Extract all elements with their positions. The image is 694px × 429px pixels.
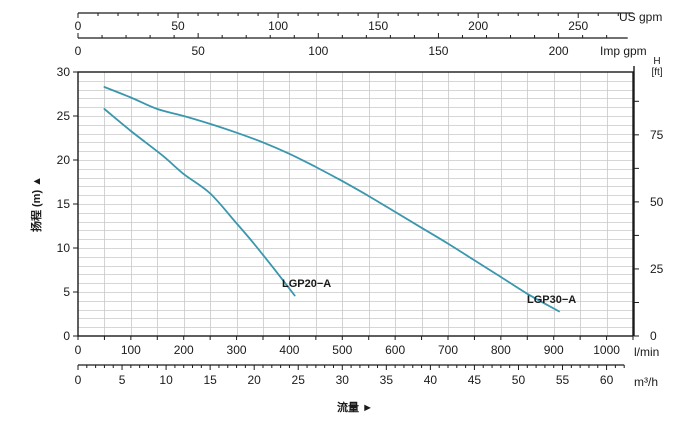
left-axis-tick-label: 15 xyxy=(57,197,71,211)
right-axis-unit-h: H xyxy=(653,56,660,67)
us-gpm-axis-unit: US gpm xyxy=(619,10,662,24)
grid xyxy=(78,72,633,336)
m3h-axis-tick-label: 25 xyxy=(292,373,306,387)
curve-lgp20-a xyxy=(103,108,296,297)
us-gpm-axis-tick-label: 250 xyxy=(568,19,588,33)
lmin-axis-tick-label: 200 xyxy=(174,343,194,357)
lmin-axis-tick-label: 300 xyxy=(227,343,247,357)
left-axis-tick-label: 10 xyxy=(57,241,71,255)
m3h-axis-tick-label: 0 xyxy=(75,373,82,387)
m3h-axis-tick-label: 60 xyxy=(600,373,614,387)
imp-gpm-axis-tick-label: 150 xyxy=(428,44,448,58)
lmin-axis-tick-label: 100 xyxy=(121,343,141,357)
lmin-axis-tick-label: 600 xyxy=(385,343,405,357)
curves xyxy=(103,86,560,313)
right-axis-tick-label: 75 xyxy=(650,128,664,142)
m3h-axis-tick-label: 35 xyxy=(380,373,394,387)
us-gpm-axis-tick-label: 50 xyxy=(171,19,185,33)
m3h-axis-tick-label: 20 xyxy=(248,373,262,387)
lmin-axis-tick-label: 700 xyxy=(438,343,458,357)
m3h-axis-tick-label: 5 xyxy=(119,373,126,387)
imp-gpm-axis-tick-label: 100 xyxy=(308,44,328,58)
left-axis-tick-label: 30 xyxy=(57,65,71,79)
us-gpm-axis-tick-label: 150 xyxy=(368,19,388,33)
lmin-axis-unit: l/min xyxy=(634,345,659,359)
left-axis-tick-label: 20 xyxy=(57,153,71,167)
left-axis-tick-label: 0 xyxy=(63,329,70,343)
m3h-axis-tick-label: 40 xyxy=(424,373,438,387)
m3h-axis-tick-label: 55 xyxy=(556,373,570,387)
m3h-axis-tick-label: 45 xyxy=(468,373,482,387)
left-axis-tick-label: 5 xyxy=(63,285,70,299)
imp-gpm-axis-tick-label: 0 xyxy=(75,44,82,58)
m3h-axis-tick-label: 50 xyxy=(512,373,526,387)
imp-gpm-axis-tick-label: 200 xyxy=(549,44,569,58)
imp-gpm-axis-unit: Imp gpm xyxy=(600,44,647,58)
us-gpm-axis-tick-label: 200 xyxy=(468,19,488,33)
right-axis-tick-label: 50 xyxy=(650,195,664,209)
lmin-axis-tick-label: 900 xyxy=(544,343,564,357)
lmin-axis-tick-label: 1000 xyxy=(593,343,620,357)
us-gpm-axis-tick-label: 100 xyxy=(268,19,288,33)
right-axis-tick-label: 25 xyxy=(650,262,664,276)
curve-lgp30-a xyxy=(103,86,560,313)
axes xyxy=(73,12,639,370)
right-axis-unit-ft: [ft] xyxy=(651,67,662,78)
curve-label: LGP20−A xyxy=(282,278,331,290)
x-axis-title: 流量 ► xyxy=(337,400,373,414)
m3h-axis-tick-label: 30 xyxy=(336,373,350,387)
right-axis-tick-label: 0 xyxy=(650,329,657,343)
imp-gpm-axis-tick-label: 50 xyxy=(191,44,205,58)
curve-label: LGP30−A xyxy=(527,294,576,306)
m3h-axis-unit: m³/h xyxy=(634,375,658,389)
lmin-axis-tick-label: 0 xyxy=(75,343,82,357)
us-gpm-axis-tick-label: 0 xyxy=(75,19,82,33)
m3h-axis-tick-label: 10 xyxy=(159,373,173,387)
lmin-axis-tick-label: 400 xyxy=(279,343,299,357)
lmin-axis-tick-label: 800 xyxy=(491,343,511,357)
m3h-axis-tick-label: 15 xyxy=(203,373,217,387)
lmin-axis-tick-label: 500 xyxy=(332,343,352,357)
left-axis-tick-label: 25 xyxy=(57,109,71,123)
y-axis-title: 扬程 (m) ▲ xyxy=(29,176,43,232)
